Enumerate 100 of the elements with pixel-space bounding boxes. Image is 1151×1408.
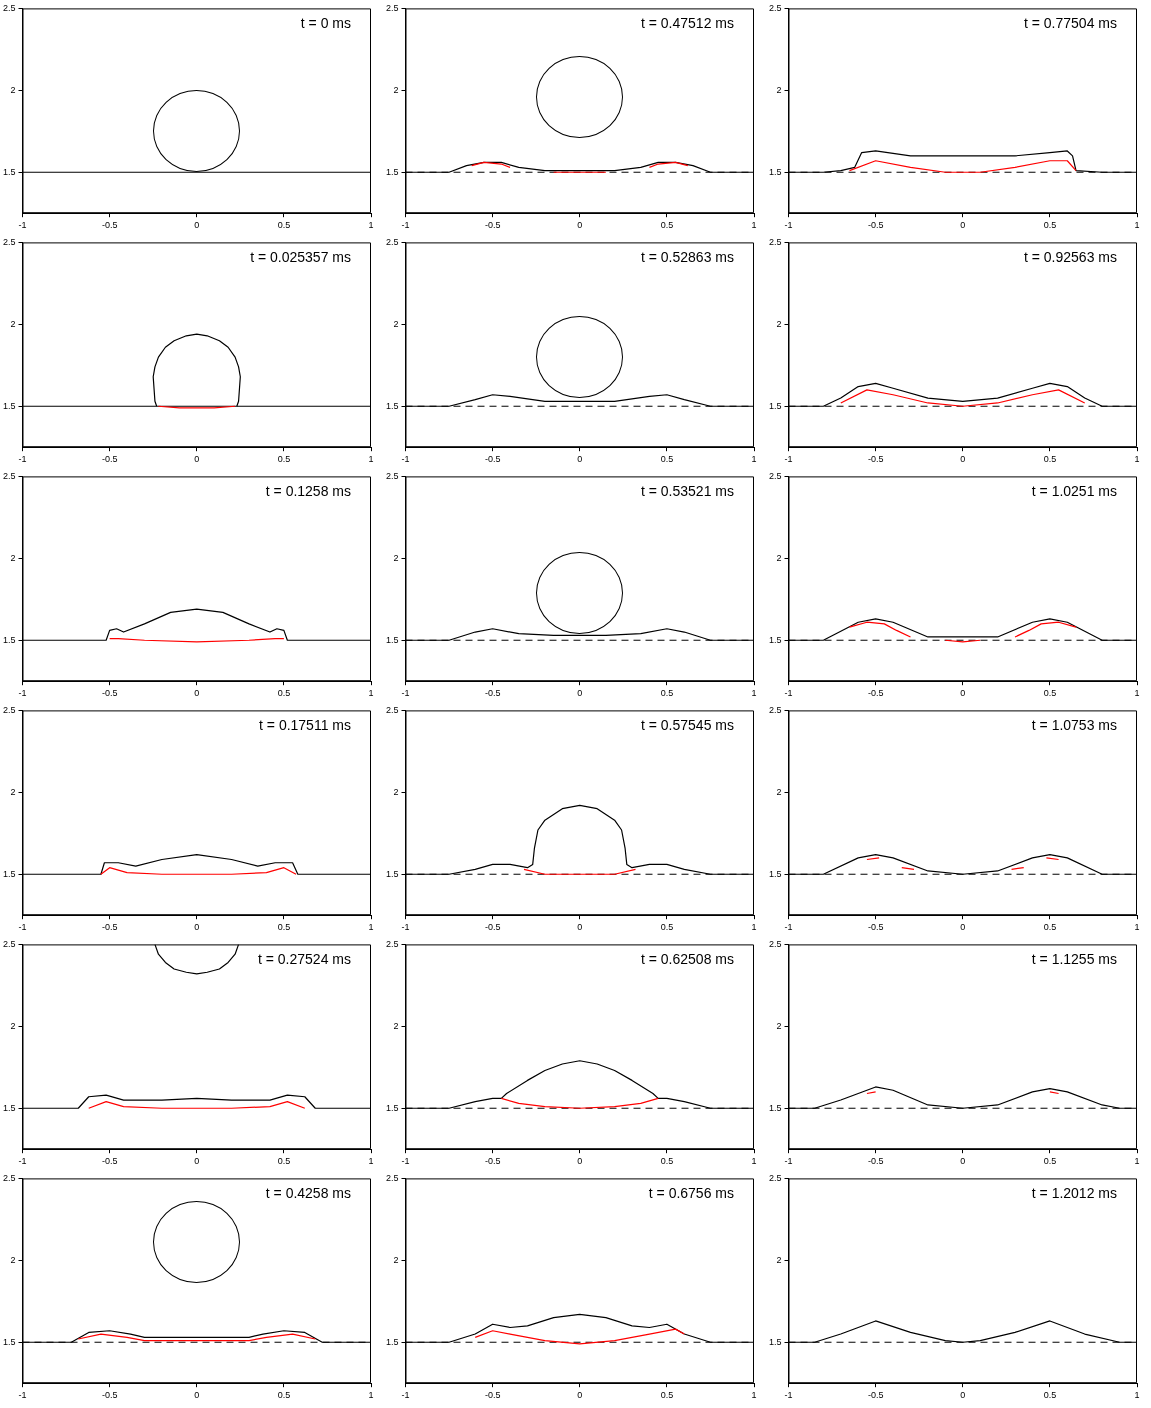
annotation: t = 0.1258 ms [265, 483, 351, 500]
annotation: t = 0.6756 ms [648, 1185, 734, 1202]
y-tick-label: 2 [10, 318, 16, 329]
y-tick-label: 2.5 [386, 236, 399, 247]
y-tick-label: 2.5 [769, 236, 782, 247]
x-tick-label: 0.5 [1043, 220, 1057, 231]
annotation: t = 0.47512 ms [640, 15, 734, 32]
x-tick-label: 0 [960, 1390, 966, 1401]
y-tick-label: 2 [776, 1020, 782, 1031]
annotation: t = 0.27524 ms [257, 951, 351, 968]
y-tick-label: 2.5 [3, 1172, 16, 1183]
x-tick-label: 1 [751, 220, 757, 231]
y-tick-label: 2.5 [769, 2, 782, 13]
y-tick-label: 2.5 [769, 704, 782, 715]
x-tick-label: 1 [751, 1156, 757, 1167]
y-tick-label: 1.5 [769, 1336, 782, 1347]
x-tick-label: -0.5 [484, 922, 501, 933]
y-tick-label: 2 [10, 552, 16, 563]
x-tick-label: -1 [784, 1156, 793, 1167]
y-tick-label: 2 [393, 84, 399, 95]
x-tick-label: 1 [751, 688, 757, 699]
x-tick-label: 0 [577, 688, 583, 699]
x-tick-label: 0.5 [277, 922, 291, 933]
x-tick-label: 0 [194, 688, 200, 699]
y-tick-label: 2.5 [3, 236, 16, 247]
x-tick-label: 0 [960, 922, 966, 933]
x-tick-label: -0.5 [101, 454, 118, 465]
y-tick-label: 2.5 [3, 470, 16, 481]
y-tick-label: 2.5 [386, 704, 399, 715]
x-tick-label: -1 [784, 1390, 793, 1401]
x-tick-label: 0.5 [277, 454, 291, 465]
x-tick-label: 0 [577, 922, 583, 933]
x-tick-label: 0.5 [1043, 688, 1057, 699]
x-tick-label: -0.5 [101, 220, 118, 231]
y-tick-label: 2 [776, 84, 782, 95]
x-tick-label: 1 [751, 1390, 757, 1401]
y-tick-label: 1.5 [386, 868, 399, 879]
y-tick-label: 2.5 [3, 704, 16, 715]
x-tick-label: 1 [1134, 922, 1140, 933]
x-tick-label: -1 [401, 1156, 410, 1167]
x-tick-label: -1 [18, 1156, 27, 1167]
x-tick-label: -1 [784, 688, 793, 699]
x-tick-label: -1 [18, 688, 27, 699]
x-tick-label: 0.5 [660, 922, 674, 933]
x-tick-label: 1 [368, 1156, 374, 1167]
x-tick-label: 1 [1134, 1156, 1140, 1167]
y-tick-label: 2.5 [386, 470, 399, 481]
x-tick-label: -1 [401, 688, 410, 699]
annotation: t = 1.2012 ms [1031, 1185, 1117, 1202]
annotation: t = 1.0251 ms [1031, 483, 1117, 500]
y-tick-label: 2 [393, 1254, 399, 1265]
x-tick-label: -1 [401, 220, 410, 231]
y-tick-label: 2.5 [386, 938, 399, 949]
annotation: t = 1.1255 ms [1031, 951, 1117, 968]
y-tick-label: 2 [393, 552, 399, 563]
annotation: t = 1.0753 ms [1031, 717, 1117, 734]
x-tick-label: 0 [577, 454, 583, 465]
annotation: t = 0.52863 ms [640, 249, 734, 266]
x-tick-label: 1 [1134, 688, 1140, 699]
y-tick-label: 2 [10, 1254, 16, 1265]
x-tick-label: -0.5 [867, 1390, 884, 1401]
annotation: t = 0.62508 ms [640, 951, 734, 968]
y-tick-label: 1.5 [3, 1102, 16, 1113]
x-tick-label: 1 [1134, 220, 1140, 231]
annotation: t = 0.17511 ms [259, 717, 351, 734]
y-tick-label: 1.5 [3, 634, 16, 645]
x-tick-label: 0.5 [660, 454, 674, 465]
y-tick-label: 2 [10, 1020, 16, 1031]
x-tick-label: 0 [960, 688, 966, 699]
x-tick-label: 1 [751, 454, 757, 465]
y-tick-label: 1.5 [3, 166, 16, 177]
x-tick-label: 0 [577, 220, 583, 231]
y-tick-label: 2.5 [769, 1172, 782, 1183]
y-tick-label: 2.5 [3, 2, 16, 13]
x-tick-label: 0 [960, 454, 966, 465]
x-tick-label: 1 [368, 688, 374, 699]
x-tick-label: -1 [18, 220, 27, 231]
y-tick-label: 2 [393, 318, 399, 329]
x-tick-label: 0.5 [660, 1390, 674, 1401]
x-tick-label: 1 [368, 1390, 374, 1401]
x-tick-label: 1 [1134, 1390, 1140, 1401]
x-tick-label: 0.5 [1043, 1156, 1057, 1167]
x-tick-label: 0.5 [1043, 922, 1057, 933]
y-tick-label: 2 [776, 786, 782, 797]
y-tick-label: 1.5 [3, 400, 16, 411]
y-tick-label: 1.5 [3, 868, 16, 879]
x-tick-label: -0.5 [101, 1390, 118, 1401]
annotation: t = 0.92563 ms [1023, 249, 1117, 266]
x-tick-label: -0.5 [101, 688, 118, 699]
x-tick-label: 0 [577, 1156, 583, 1167]
y-tick-label: 1.5 [769, 166, 782, 177]
y-tick-label: 2.5 [3, 938, 16, 949]
annotation: t = 0 ms [300, 15, 351, 32]
x-tick-label: 0.5 [277, 688, 291, 699]
y-tick-label: 1.5 [386, 634, 399, 645]
x-tick-label: -1 [401, 454, 410, 465]
x-tick-label: -1 [18, 454, 27, 465]
annotation: t = 0.77504 ms [1023, 15, 1117, 32]
x-tick-label: -0.5 [867, 454, 884, 465]
x-tick-label: 0 [960, 220, 966, 231]
